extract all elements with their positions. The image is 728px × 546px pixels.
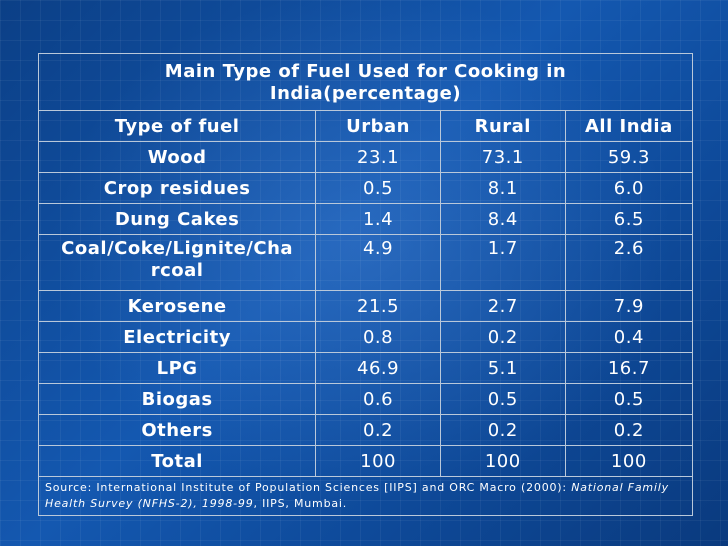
urban-value: 0.5	[315, 172, 441, 204]
fuel-table-panel: Main Type of Fuel Used for Cooking in In…	[37, 53, 694, 516]
rural-value: 0.5	[439, 383, 566, 415]
urban-value: 0.2	[315, 414, 441, 446]
all-india-value: 7.9	[564, 290, 694, 322]
header-rural: Rural	[439, 110, 566, 142]
all-india-value: 0.2	[564, 414, 694, 446]
table-row-total: Total 100 100 100	[37, 445, 694, 477]
header-urban: Urban	[315, 110, 441, 142]
urban-value: 0.6	[315, 383, 441, 415]
urban-value: 4.9	[315, 234, 441, 291]
urban-value: 23.1	[315, 141, 441, 173]
rural-value: 73.1	[439, 141, 566, 173]
all-india-value: 16.7	[564, 352, 694, 384]
fuel-name: Electricity	[37, 321, 317, 353]
urban-value: 1.4	[315, 203, 441, 235]
fuel-table: Main Type of Fuel Used for Cooking in In…	[37, 53, 694, 516]
title-row: Main Type of Fuel Used for Cooking in In…	[38, 53, 693, 111]
rural-value: 8.1	[439, 172, 566, 204]
table-row: Kerosene 21.5 2.7 7.9	[37, 290, 694, 322]
rural-value: 0.2	[439, 414, 566, 446]
table-row: Electricity 0.8 0.2 0.4	[37, 321, 694, 353]
fuel-name: Biogas	[37, 383, 317, 415]
rural-value: 1.7	[439, 234, 566, 291]
rural-value: 8.4	[439, 203, 566, 235]
rural-value: 2.7	[439, 290, 566, 322]
urban-value: 100	[315, 445, 441, 477]
table-row: Biogas 0.6 0.5 0.5	[37, 383, 694, 415]
all-india-value: 6.0	[564, 172, 694, 204]
fuel-name: Crop residues	[37, 172, 317, 204]
header-all-india: All India	[564, 110, 694, 142]
source-prefix: Source: International Institute of Popul…	[45, 481, 572, 494]
table-row: LPG 46.9 5.1 16.7	[37, 352, 694, 384]
all-india-value: 2.6	[564, 234, 694, 291]
header-type-of-fuel: Type of fuel	[37, 110, 317, 142]
rural-value: 0.2	[439, 321, 566, 353]
source-note: Source: International Institute of Popul…	[38, 476, 693, 516]
rural-value: 100	[439, 445, 566, 477]
urban-value: 21.5	[315, 290, 441, 322]
source-suffix: , IIPS, Mumbai.	[253, 497, 348, 510]
table-row: Dung Cakes 1.4 8.4 6.5	[37, 203, 694, 235]
table-row: Others 0.2 0.2 0.2	[37, 414, 694, 446]
urban-value: 0.8	[315, 321, 441, 353]
fuel-name: Coal/Coke/Lignite/Cha rcoal	[37, 234, 317, 291]
table-row: Crop residues 0.5 8.1 6.0	[37, 172, 694, 204]
table-title: Main Type of Fuel Used for Cooking in In…	[38, 53, 693, 111]
fuel-name: Kerosene	[37, 290, 317, 322]
source-row: Source: International Institute of Popul…	[38, 476, 693, 516]
all-india-value: 6.5	[564, 203, 694, 235]
fuel-name: Total	[37, 445, 317, 477]
all-india-value: 0.5	[564, 383, 694, 415]
source-italic: National Family Health Survey (NFHS-2), …	[45, 481, 669, 510]
table-row: Coal/Coke/Lignite/Cha rcoal 4.9 1.7 2.6	[37, 234, 694, 291]
fuel-name: LPG	[37, 352, 317, 384]
all-india-value: 100	[564, 445, 694, 477]
fuel-name: Dung Cakes	[37, 203, 317, 235]
table-title-line2: India(percentage)	[269, 83, 462, 104]
table-row: Wood 23.1 73.1 59.3	[37, 141, 694, 173]
all-india-value: 59.3	[564, 141, 694, 173]
fuel-name-line1: Coal/Coke/Lignite/Cha	[61, 238, 294, 259]
table-title-line1: Main Type of Fuel Used for Cooking in	[164, 61, 567, 82]
fuel-name-line2: rcoal	[150, 260, 204, 281]
header-row: Type of fuel Urban Rural All India	[37, 110, 694, 142]
fuel-name: Wood	[37, 141, 317, 173]
all-india-value: 0.4	[564, 321, 694, 353]
rural-value: 5.1	[439, 352, 566, 384]
urban-value: 46.9	[315, 352, 441, 384]
fuel-name: Others	[37, 414, 317, 446]
